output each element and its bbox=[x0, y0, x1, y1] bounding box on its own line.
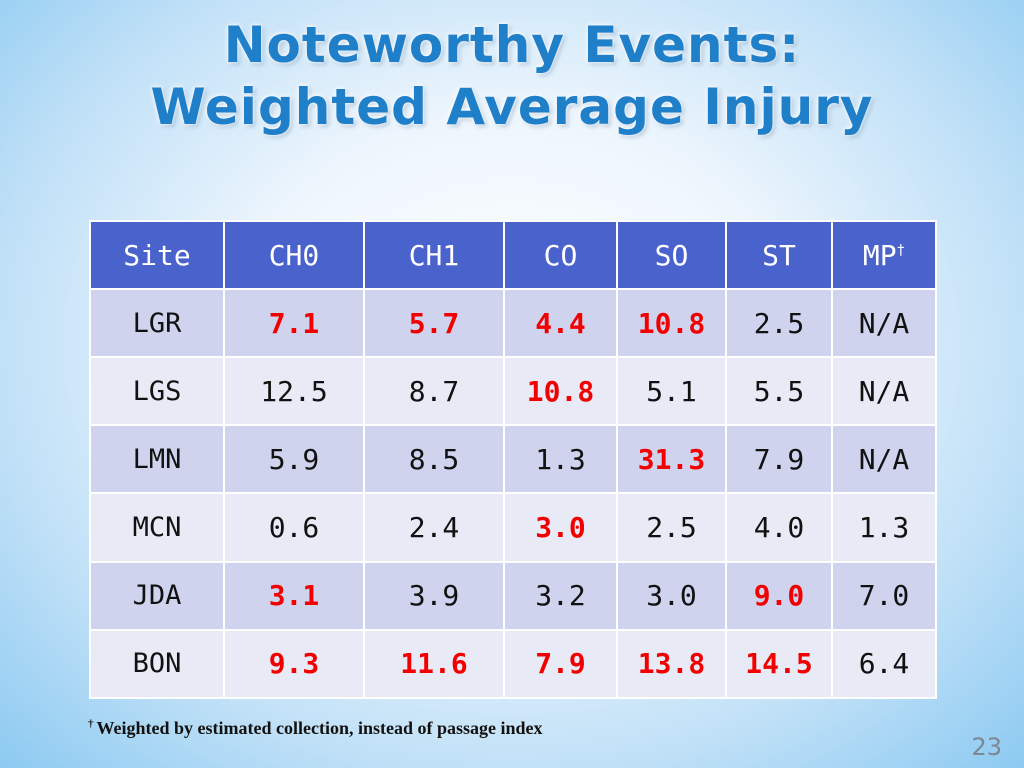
table-header-row: Site CH0 CH1 CO SO ST MP† bbox=[89, 220, 937, 290]
table-row: LMN 5.9 8.5 1.3 31.3 7.9 N/A bbox=[89, 424, 937, 495]
value-cell: 31.3 bbox=[616, 424, 727, 495]
value-cell: 9.0 bbox=[725, 560, 833, 631]
header-mp: MP† bbox=[831, 220, 937, 290]
value-cell: 14.5 bbox=[725, 628, 833, 700]
table-row: LGS 12.5 8.7 10.8 5.1 5.5 N/A bbox=[89, 356, 937, 427]
value-cell: 3.0 bbox=[616, 560, 727, 631]
slide-title-line-2: Weighted Average Injury bbox=[150, 78, 874, 136]
value-cell: 7.1 bbox=[223, 287, 365, 359]
value-cell: 9.3 bbox=[223, 628, 365, 700]
value-cell: 10.8 bbox=[616, 287, 727, 359]
header-site: Site bbox=[89, 220, 225, 290]
value-cell: 7.9 bbox=[503, 628, 618, 700]
header-ch0: CH0 bbox=[223, 220, 365, 290]
value-cell: 7.0 bbox=[831, 560, 937, 631]
slide-title: Noteworthy Events: Weighted Average Inju… bbox=[0, 14, 1024, 138]
value-cell: N/A bbox=[831, 356, 937, 427]
value-cell: N/A bbox=[831, 424, 937, 495]
value-cell: 5.5 bbox=[725, 356, 833, 427]
value-cell: 4.4 bbox=[503, 287, 618, 359]
site-cell: LGR bbox=[89, 287, 225, 359]
value-cell: 0.6 bbox=[223, 492, 365, 563]
site-cell: LMN bbox=[89, 424, 225, 495]
value-cell: 2.4 bbox=[363, 492, 505, 563]
header-st: ST bbox=[725, 220, 833, 290]
dagger-mark: † bbox=[896, 242, 906, 259]
footnote: † Weighted by estimated collection, inste… bbox=[88, 718, 543, 739]
value-cell: 8.5 bbox=[363, 424, 505, 495]
injury-table: Site CH0 CH1 CO SO ST MP† LGR 7.1 5.7 4.4 10… bbox=[89, 220, 937, 700]
table-row: LGR 7.1 5.7 4.4 10.8 2.5 N/A bbox=[89, 287, 937, 359]
page-number: 23 bbox=[971, 733, 1002, 761]
value-cell: 5.1 bbox=[616, 356, 727, 427]
value-cell: 7.9 bbox=[725, 424, 833, 495]
value-cell: N/A bbox=[831, 287, 937, 359]
header-co: CO bbox=[503, 220, 618, 290]
value-cell: 3.1 bbox=[223, 560, 365, 631]
site-cell: MCN bbox=[89, 492, 225, 563]
value-cell: 13.8 bbox=[616, 628, 727, 700]
header-ch1: CH1 bbox=[363, 220, 505, 290]
value-cell: 10.8 bbox=[503, 356, 618, 427]
site-cell: BON bbox=[89, 628, 225, 700]
value-cell: 5.7 bbox=[363, 287, 505, 359]
value-cell: 6.4 bbox=[831, 628, 937, 700]
table-row: JDA 3.1 3.9 3.2 3.0 9.0 7.0 bbox=[89, 560, 937, 631]
value-cell: 3.0 bbox=[503, 492, 618, 563]
value-cell: 2.5 bbox=[725, 287, 833, 359]
value-cell: 5.9 bbox=[223, 424, 365, 495]
value-cell: 1.3 bbox=[503, 424, 618, 495]
value-cell: 1.3 bbox=[831, 492, 937, 563]
header-mp-label: MP bbox=[862, 238, 897, 272]
value-cell: 4.0 bbox=[725, 492, 833, 563]
site-cell: JDA bbox=[89, 560, 225, 631]
table-row: BON 9.3 11.6 7.9 13.8 14.5 6.4 bbox=[89, 628, 937, 700]
value-cell: 11.6 bbox=[363, 628, 505, 700]
value-cell: 3.2 bbox=[503, 560, 618, 631]
value-cell: 12.5 bbox=[223, 356, 365, 427]
table-row: MCN 0.6 2.4 3.0 2.5 4.0 1.3 bbox=[89, 492, 937, 563]
value-cell: 3.9 bbox=[363, 560, 505, 631]
slide-title-line-1: Noteworthy Events: bbox=[223, 16, 801, 74]
value-cell: 8.7 bbox=[363, 356, 505, 427]
footnote-text: Weighted by estimated collection, instea… bbox=[96, 718, 543, 738]
site-cell: LGS bbox=[89, 356, 225, 427]
footnote-dagger: † bbox=[88, 718, 94, 730]
value-cell: 2.5 bbox=[616, 492, 727, 563]
header-so: SO bbox=[616, 220, 727, 290]
